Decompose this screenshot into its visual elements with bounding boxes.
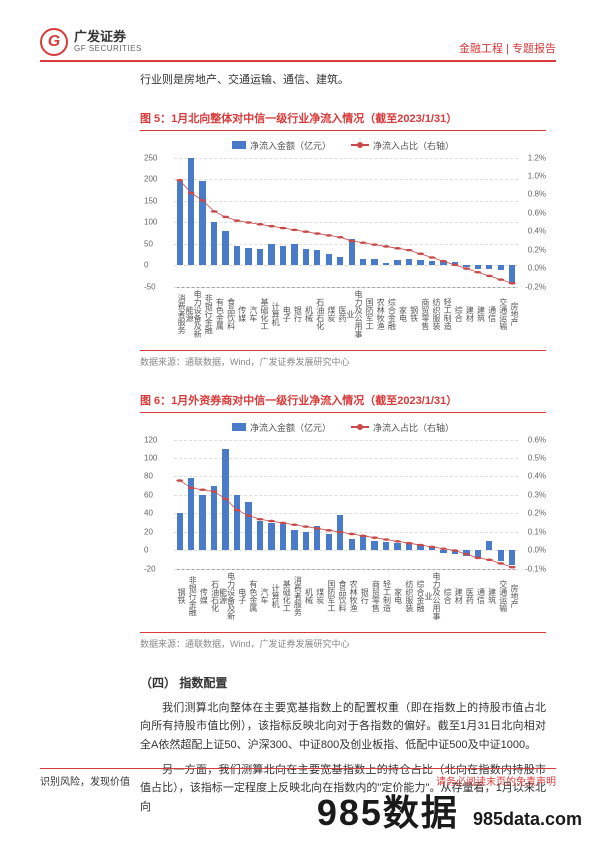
legend-line-swatch bbox=[351, 144, 369, 146]
figure-6-source: 数据来源：通联数据，Wind，广发证券发展研究中心 bbox=[140, 632, 546, 650]
figure-5: 图 5：1月北向整体对中信一级行业净流入情况（截至2023/1/31） 净流入金… bbox=[140, 110, 546, 368]
legend-line-swatch bbox=[351, 426, 369, 428]
legend-line-label: 净流入占比（右轴） bbox=[373, 139, 454, 152]
figure-5-title: 图 5：1月北向整体对中信一级行业净流入情况（截至2023/1/31） bbox=[140, 110, 546, 131]
figure-6-plot: -20020406080100120-0.1%0.0%0.1%0.2%0.3%0… bbox=[174, 440, 518, 570]
figure-5-plot: -50050100150200250-0.2%0.0%0.2%0.4%0.6%0… bbox=[174, 158, 518, 288]
legend-line-label: 净流入占比（右轴） bbox=[373, 421, 454, 434]
page-header: G 广发证券 GF SECURITIES 金融工程 | 专题报告 bbox=[40, 28, 556, 62]
figure-5-legend: 净流入金额（亿元） 净流入占比（右轴） bbox=[140, 139, 546, 152]
figure-6-xlabels: 钢铁非银行金融传媒石油石化电力设备及新能源电子有色金属汽车计算机基础化工消费者服… bbox=[174, 572, 518, 620]
legend-bar-swatch bbox=[232, 141, 246, 149]
legend-bar-label: 净流入金额（亿元） bbox=[250, 139, 331, 152]
logo-mark: G bbox=[40, 28, 68, 56]
figure-5-source: 数据来源：通联数据，Wind，广发证券发展研究中心 bbox=[140, 350, 546, 368]
watermark-small: 985data.com bbox=[473, 809, 582, 830]
logo-cn: 广发证券 bbox=[74, 30, 142, 44]
figure-6: 图 6：1月外资券商对中信一级行业净流入情况（截至2023/1/31） 净流入金… bbox=[140, 392, 546, 650]
section-heading: （四） 指数配置 bbox=[140, 674, 546, 691]
lead-text: 行业则是房地产、交通运输、通信、建筑。 bbox=[140, 72, 546, 90]
figure-6-title: 图 6：1月外资券商对中信一级行业净流入情况（截至2023/1/31） bbox=[140, 392, 546, 413]
logo-en: GF SECURITIES bbox=[74, 45, 142, 54]
figure-5-xlabels: 消费者服务电力设备及新能源非银行金融有色金属食品饮料传媒汽车基础化工计算机电子银… bbox=[174, 290, 518, 338]
watermark: 985数据 985data.com bbox=[317, 784, 582, 836]
logo: G 广发证券 GF SECURITIES bbox=[40, 28, 142, 56]
legend-bar-label: 净流入金额（亿元） bbox=[250, 421, 331, 434]
para-1: 我们测算北向整体在主要宽基指数上的配置权重（即在指数上的持股市值占北向所有持股市… bbox=[140, 699, 546, 755]
footer-left: 识别风险，发现价值 bbox=[40, 773, 130, 788]
header-category: 金融工程 | 专题报告 bbox=[459, 40, 556, 56]
legend-bar-swatch bbox=[232, 423, 246, 431]
figure-6-legend: 净流入金额（亿元） 净流入占比（右轴） bbox=[140, 421, 546, 434]
watermark-big: 985数据 bbox=[317, 784, 459, 836]
